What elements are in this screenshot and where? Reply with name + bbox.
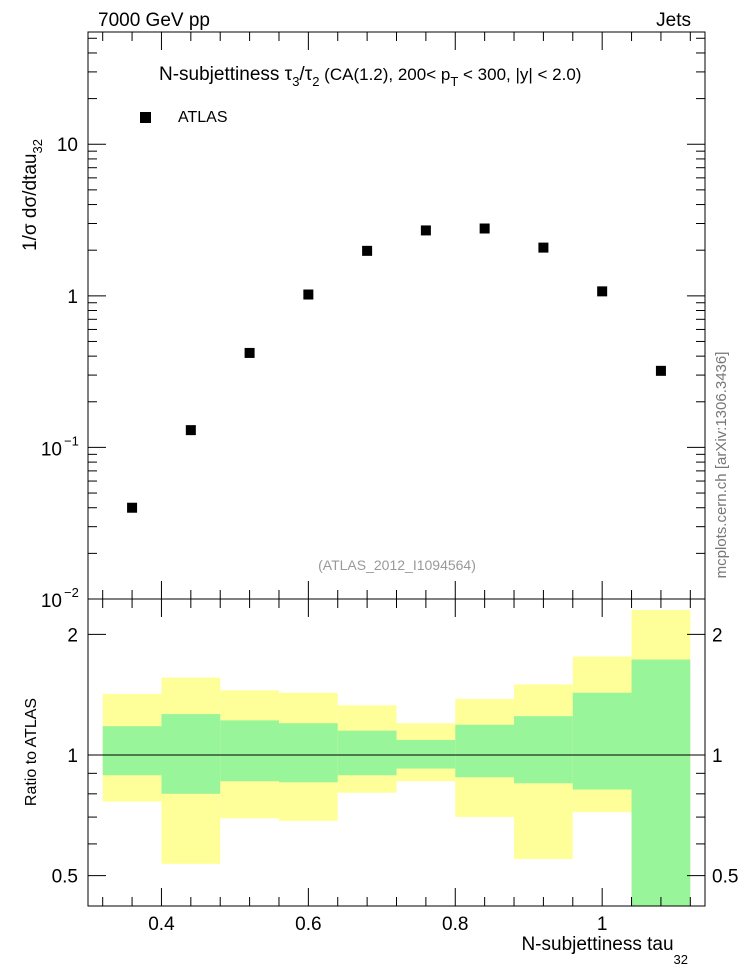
ratio-bands bbox=[102, 609, 691, 906]
data-point bbox=[244, 347, 255, 358]
main-y-tick-label: 10 bbox=[57, 135, 78, 156]
header-right: Jets bbox=[656, 10, 691, 31]
main-y-tick-label: 10 bbox=[41, 591, 62, 612]
header-left: 7000 GeV pp bbox=[98, 10, 210, 31]
side-credit: mcplots.cern.ch [arXiv:1306.3436] bbox=[713, 352, 730, 579]
ratio-y-tick-label: 1 bbox=[67, 746, 78, 767]
x-tick-label: 0.6 bbox=[295, 914, 321, 935]
legend-label: ATLAS bbox=[178, 109, 228, 126]
data-point bbox=[185, 425, 196, 436]
main-title: N-subjettiness τ3/τ2 (CA(1.2), 200< pT <… bbox=[159, 64, 581, 89]
inner-uncertainty-band bbox=[396, 739, 456, 769]
main-y-tick-label: 10 bbox=[41, 439, 62, 460]
x-tick-label: 0.4 bbox=[148, 914, 175, 935]
inner-uncertainty-band bbox=[514, 716, 573, 784]
legend-marker bbox=[140, 112, 151, 123]
ratio-y-tick-label: 0.5 bbox=[52, 867, 78, 888]
analysis-watermark: (ATLAS_2012_I1094564) bbox=[318, 557, 476, 573]
data-point bbox=[303, 289, 314, 300]
data-point bbox=[538, 242, 549, 253]
data-point bbox=[479, 223, 490, 234]
main-y-tick-exponent: −1 bbox=[64, 433, 79, 448]
data-point bbox=[362, 245, 373, 256]
main-ylabel: 1/σ dσ/dtau32 bbox=[20, 139, 45, 251]
x-tick-label: 1 bbox=[597, 914, 608, 935]
inner-uncertainty-band bbox=[161, 714, 221, 794]
ratio-y-tick-label-right: 0.5 bbox=[712, 867, 738, 888]
ratio-y-tick-label-right: 2 bbox=[712, 625, 723, 646]
ratio-axis-ticks: 0.5 0.5 1 1 2 2 0.4 0.6 0.8 1 bbox=[52, 599, 738, 935]
data-point bbox=[420, 225, 431, 236]
data-point bbox=[127, 502, 138, 513]
inner-uncertainty-band bbox=[631, 659, 691, 906]
x-axis-label: N-subjettiness tau32 bbox=[521, 934, 688, 967]
ratio-y-tick-label: 2 bbox=[67, 625, 78, 646]
ratio-panel: 0.5 0.5 1 1 2 2 0.4 0.6 0.8 1 Ratio to ATLAS N-su… bbox=[23, 598, 738, 967]
inner-uncertainty-band bbox=[337, 730, 397, 776]
inner-uncertainty-band bbox=[220, 720, 279, 782]
inner-uncertainty-band bbox=[455, 724, 515, 778]
data-point bbox=[655, 365, 666, 376]
x-tick-label: 0.8 bbox=[442, 914, 468, 935]
inner-uncertainty-band bbox=[102, 726, 162, 776]
main-y-tick-exponent: −2 bbox=[64, 585, 79, 600]
inner-uncertainty-band bbox=[572, 692, 632, 790]
main-data-points bbox=[127, 223, 666, 513]
inner-uncertainty-band bbox=[278, 723, 338, 783]
main-y-tick-label: 1 bbox=[67, 287, 78, 308]
data-point bbox=[597, 286, 608, 297]
ratio-y-tick-label-right: 1 bbox=[712, 746, 723, 767]
ratio-ylabel: Ratio to ATLAS bbox=[23, 698, 40, 806]
